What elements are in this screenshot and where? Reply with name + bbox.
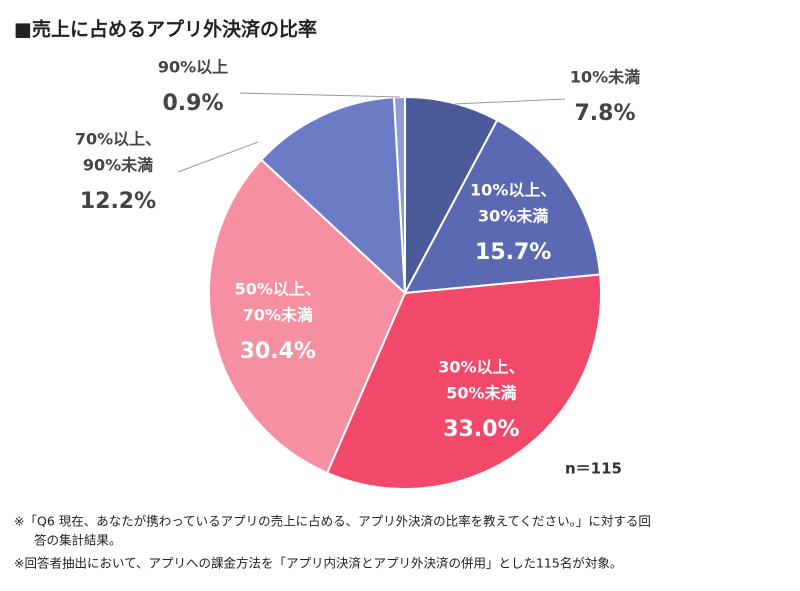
slice-label: 30%未満: [478, 206, 548, 225]
value-label: 7.8%: [574, 101, 635, 126]
slice-label: 70%以上、: [75, 130, 161, 149]
slice-label: 90%以上: [158, 58, 228, 77]
slice-label: 90%未満: [83, 156, 153, 175]
leader-line: [177, 141, 259, 173]
value-label: 0.9%: [162, 91, 223, 116]
pie-slice: [208, 158, 407, 475]
value-label: 15.7%: [475, 240, 551, 265]
note: ※回答者抽出において、アプリへの課金方法を「アプリ内決済とアプリ外決済の併用」と…: [14, 556, 622, 571]
slice-label: 70%未満: [243, 305, 313, 324]
pie-slice: [259, 96, 407, 296]
pie-slice: [403, 118, 602, 295]
leader-line: [239, 92, 401, 98]
note: ※「Q6 現在、あなたが携わっているアプリの売上に占める、アプリ外決済の比率を教…: [14, 514, 651, 529]
slice-label: 30%以上、: [438, 358, 524, 377]
value-label: 30.4%: [240, 339, 316, 364]
pie-slice: [325, 273, 602, 490]
slice-label: 10%以上、: [470, 180, 556, 199]
chart-title: ■売上に占めるアプリ外決済の比率: [14, 18, 317, 41]
leader-line: [454, 98, 566, 105]
value-label: 33.0%: [443, 417, 519, 442]
annotation: n＝115: [565, 460, 622, 478]
note: 答の集計結果。: [34, 533, 122, 548]
slice-label: 50%以上、: [235, 279, 321, 298]
slice-label: 50%未満: [446, 384, 516, 403]
value-label: 12.2%: [80, 189, 156, 214]
pie-slice: [404, 95, 499, 294]
slice-label: 10%未満: [570, 68, 640, 87]
